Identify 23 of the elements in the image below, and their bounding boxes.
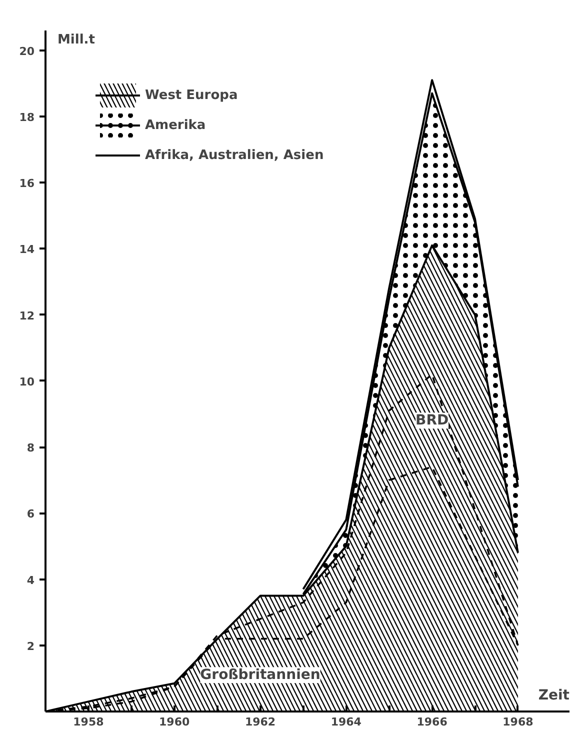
x-tick-label: 1966: [416, 716, 448, 728]
y-tick-label: 14: [19, 243, 35, 256]
y-tick-label: 16: [19, 177, 35, 190]
y-tick-label: 6: [26, 508, 35, 521]
y-tick-label: 20: [19, 44, 35, 58]
y-tick-label: 10: [19, 375, 35, 388]
x-tick-label: 1962: [244, 716, 276, 728]
y-tick-label: 2: [26, 640, 34, 653]
y-tick-label: 4: [26, 574, 35, 587]
legend-label: West Europa: [145, 88, 238, 102]
x-axis-title: Zeit: [538, 688, 570, 704]
annotation: BRD: [416, 412, 449, 429]
y-tick-label: 8: [26, 442, 34, 455]
annotation: Großbritannien: [200, 667, 320, 684]
x-tick-label: 1960: [159, 716, 190, 728]
x-tick-label: 1968: [502, 716, 534, 728]
x-tick-label: 1964: [330, 716, 362, 728]
y-tick-label: 18: [19, 110, 35, 124]
y-axis-title: Mill.t: [58, 32, 95, 48]
legend-label: Afrika, Australien, Asien: [145, 148, 324, 162]
x-tick-label: 1958: [73, 716, 104, 728]
legend-label: Amerika: [145, 118, 206, 132]
y-tick-label: 12: [19, 309, 35, 322]
